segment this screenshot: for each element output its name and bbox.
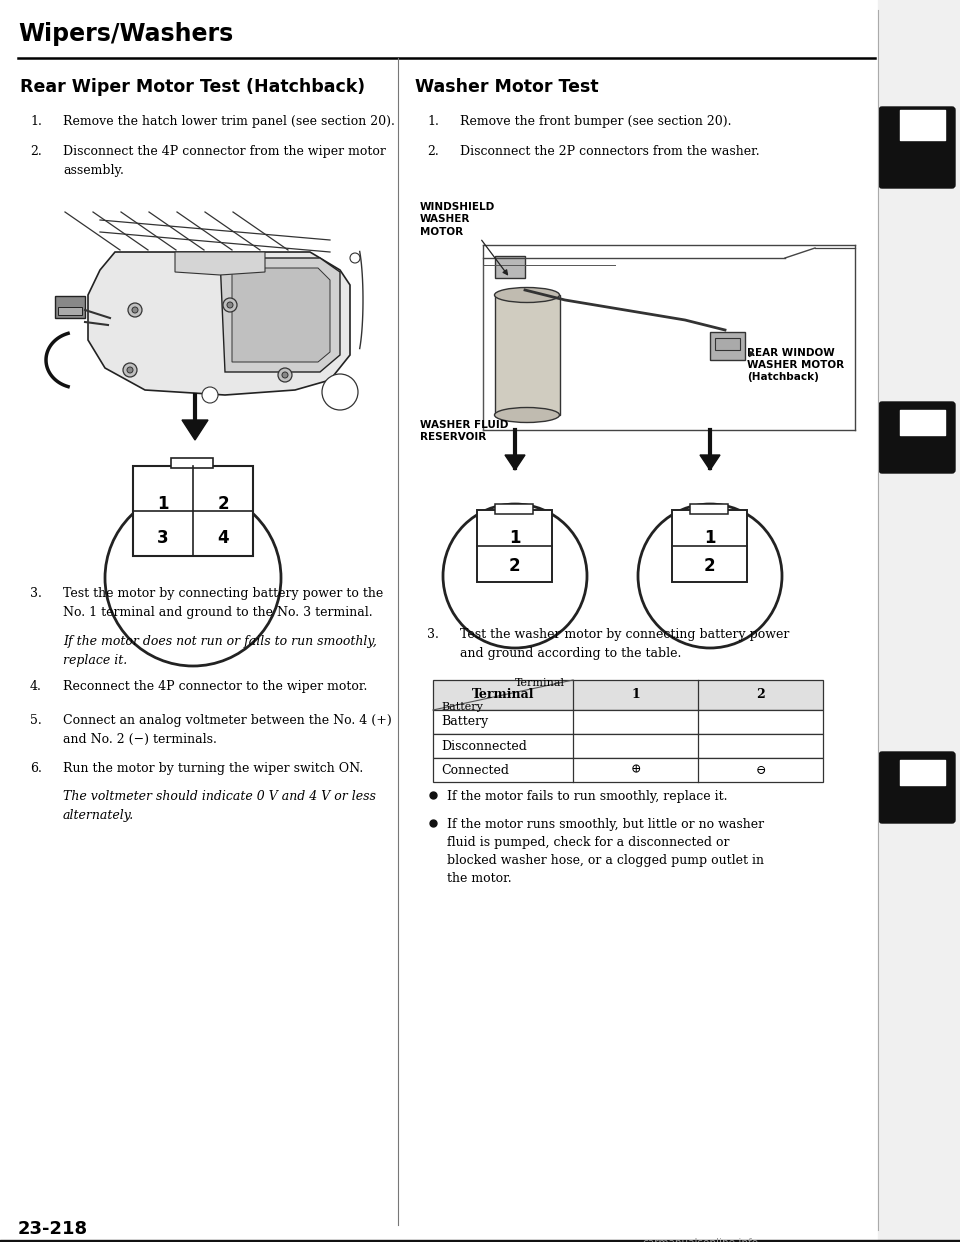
Bar: [495, 256, 525, 278]
Text: carmanualsonline.info: carmanualsonline.info: [642, 1238, 758, 1242]
Text: REAR WINDOW
WASHER MOTOR
(Hatchback): REAR WINDOW WASHER MOTOR (Hatchback): [747, 348, 844, 383]
Bar: [171, 458, 213, 468]
Text: Battery: Battery: [441, 715, 489, 729]
Bar: [710, 332, 745, 360]
Polygon shape: [175, 252, 265, 274]
Text: 5.: 5.: [30, 714, 41, 727]
Bar: [433, 681, 823, 710]
Text: 2.: 2.: [30, 145, 41, 158]
Bar: [715, 338, 740, 350]
Polygon shape: [220, 258, 340, 373]
Text: 2: 2: [756, 688, 765, 702]
Bar: [495, 296, 560, 415]
Polygon shape: [505, 455, 525, 469]
Text: 6.: 6.: [30, 763, 42, 775]
Text: 2: 2: [217, 496, 228, 513]
Bar: [433, 758, 823, 782]
Bar: [55, 296, 85, 318]
Text: Reconnect the 4P connector to the wiper motor.: Reconnect the 4P connector to the wiper …: [63, 681, 368, 693]
Bar: [672, 510, 747, 582]
Text: Test the motor by connecting battery power to the
No. 1 terminal and ground to t: Test the motor by connecting battery pow…: [63, 587, 383, 619]
Text: 2: 2: [704, 556, 715, 575]
Text: 1.: 1.: [30, 116, 42, 128]
Text: 4: 4: [217, 529, 228, 546]
Bar: [495, 504, 533, 514]
Circle shape: [322, 374, 358, 410]
Text: 1: 1: [157, 496, 169, 513]
Text: 1: 1: [631, 688, 640, 702]
Text: ⊖: ⊖: [756, 764, 766, 776]
Text: Connect an analog voltmeter between the No. 4 (+)
and No. 2 (−) terminals.: Connect an analog voltmeter between the …: [63, 714, 392, 746]
Text: 3.: 3.: [427, 628, 439, 641]
Text: 3.: 3.: [30, 587, 42, 600]
Circle shape: [127, 366, 133, 373]
Text: ⊕: ⊕: [631, 764, 640, 776]
Text: If the motor does not run or fails to run smoothly,
replace it.: If the motor does not run or fails to ru…: [63, 635, 377, 667]
Ellipse shape: [494, 287, 560, 303]
Text: Test the washer motor by connecting battery power
and ground according to the ta: Test the washer motor by connecting batt…: [460, 628, 789, 660]
Circle shape: [278, 368, 292, 383]
Bar: [433, 734, 823, 758]
Circle shape: [227, 302, 233, 308]
Polygon shape: [182, 420, 208, 440]
Text: If the motor runs smoothly, but little or no washer
fluid is pumped, check for a: If the motor runs smoothly, but little o…: [447, 818, 764, 886]
Text: Connected: Connected: [441, 764, 509, 776]
Bar: [477, 510, 552, 582]
Text: 4.: 4.: [30, 681, 42, 693]
Text: Rear Wiper Motor Test (Hatchback): Rear Wiper Motor Test (Hatchback): [20, 78, 365, 96]
Text: Remove the hatch lower trim panel (see section 20).: Remove the hatch lower trim panel (see s…: [63, 116, 395, 128]
FancyBboxPatch shape: [879, 402, 955, 473]
Polygon shape: [700, 455, 720, 469]
Text: Terminal: Terminal: [471, 688, 535, 702]
Ellipse shape: [494, 407, 560, 422]
Text: 3: 3: [157, 529, 169, 546]
FancyBboxPatch shape: [879, 107, 955, 188]
Text: 2: 2: [509, 556, 520, 575]
Text: WINDSHIELD
WASHER
MOTOR: WINDSHIELD WASHER MOTOR: [420, 202, 495, 237]
Circle shape: [128, 303, 142, 317]
FancyBboxPatch shape: [879, 751, 955, 823]
Text: Run the motor by turning the wiper switch ON.: Run the motor by turning the wiper switc…: [63, 763, 363, 775]
Text: 1: 1: [509, 529, 520, 546]
Text: 1: 1: [704, 529, 715, 546]
Bar: [433, 710, 823, 734]
Text: Disconnected: Disconnected: [441, 739, 527, 753]
Bar: [58, 307, 82, 315]
Text: 2.: 2.: [427, 145, 439, 158]
Circle shape: [202, 388, 218, 402]
Circle shape: [132, 307, 138, 313]
Text: Remove the front bumper (see section 20).: Remove the front bumper (see section 20)…: [460, 116, 732, 128]
Text: 23-218: 23-218: [18, 1220, 88, 1238]
Circle shape: [443, 504, 587, 648]
Polygon shape: [88, 252, 350, 395]
Text: Washer Motor Test: Washer Motor Test: [415, 78, 599, 96]
Bar: [133, 466, 253, 556]
Text: 1.: 1.: [427, 116, 439, 128]
Text: The voltmeter should indicate 0 V and 4 V or less
alternately.: The voltmeter should indicate 0 V and 4 …: [63, 790, 376, 822]
Text: Disconnect the 2P connectors from the washer.: Disconnect the 2P connectors from the wa…: [460, 145, 759, 158]
Polygon shape: [232, 268, 330, 361]
Circle shape: [350, 253, 360, 263]
Circle shape: [123, 363, 137, 378]
Text: Disconnect the 4P connector from the wiper motor
assembly.: Disconnect the 4P connector from the wip…: [63, 145, 386, 178]
Text: If the motor fails to run smoothly, replace it.: If the motor fails to run smoothly, repl…: [447, 790, 728, 804]
Text: Battery: Battery: [441, 702, 483, 712]
Bar: [690, 504, 728, 514]
Text: Wipers/Washers: Wipers/Washers: [18, 22, 233, 46]
Circle shape: [638, 504, 782, 648]
Text: WASHER FLUID
RESERVOIR: WASHER FLUID RESERVOIR: [420, 420, 509, 442]
Circle shape: [105, 491, 281, 666]
Circle shape: [223, 298, 237, 312]
Text: Terminal: Terminal: [515, 678, 565, 688]
Circle shape: [282, 373, 288, 378]
